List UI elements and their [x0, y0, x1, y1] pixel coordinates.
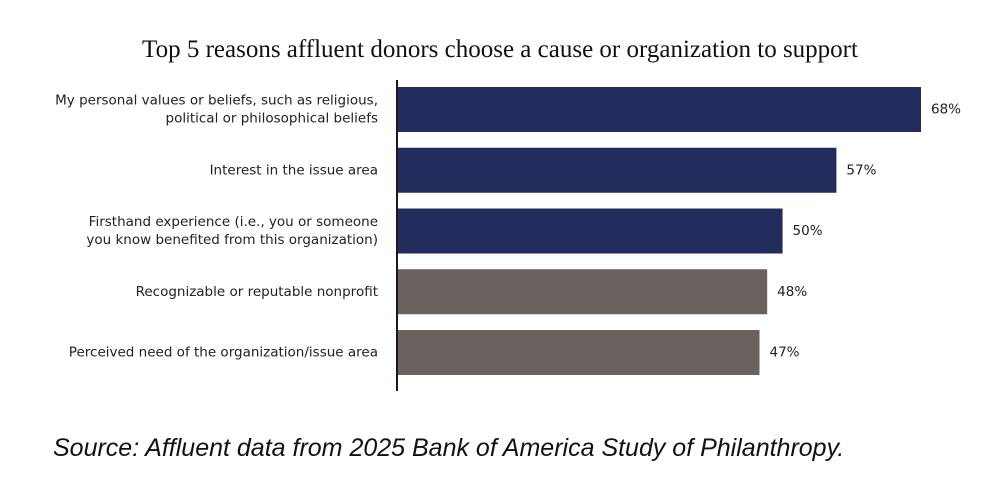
category-label-1: My personal values or beliefs, such as r…: [55, 93, 378, 127]
category-label-line: political or philosophical beliefs: [166, 111, 378, 127]
value-label-3: 50%: [793, 223, 823, 239]
category-label-line: My personal values or beliefs, such as r…: [55, 93, 378, 109]
value-label-4: 48%: [777, 284, 807, 300]
bar-2: [398, 147, 837, 193]
category-label-line: Firsthand experience (i.e., you or someo…: [89, 214, 378, 230]
category-label-2: Interest in the issue area: [210, 162, 378, 178]
value-label-2: 57%: [846, 162, 876, 178]
value-label-5: 47%: [769, 345, 799, 361]
chart-title: Top 5 reasons affluent donors choose a c…: [142, 36, 858, 63]
category-label-line: Interest in the issue area: [210, 162, 378, 178]
category-label-3: Firsthand experience (i.e., you or someo…: [86, 214, 378, 248]
source-note: Source: Affluent data from 2025 Bank of …: [53, 434, 845, 462]
category-label-5: Perceived need of the organization/issue…: [69, 345, 378, 361]
value-labels: 68% 57% 50% 48% 47%: [769, 102, 961, 361]
bar-3: [398, 208, 783, 254]
category-label-4: Recognizable or reputable nonprofit: [136, 284, 378, 300]
category-labels: My personal values or beliefs, such as r…: [55, 93, 378, 361]
bar-1: [398, 87, 921, 132]
bars-layer: [398, 87, 921, 375]
value-label-1: 68%: [931, 102, 961, 118]
bar-5: [398, 330, 760, 375]
bar-4: [398, 269, 768, 315]
category-label-line: Recognizable or reputable nonprofit: [136, 284, 378, 300]
category-label-line: you know benefited from this organizatio…: [86, 232, 378, 248]
category-label-line: Perceived need of the organization/issue…: [69, 345, 378, 361]
